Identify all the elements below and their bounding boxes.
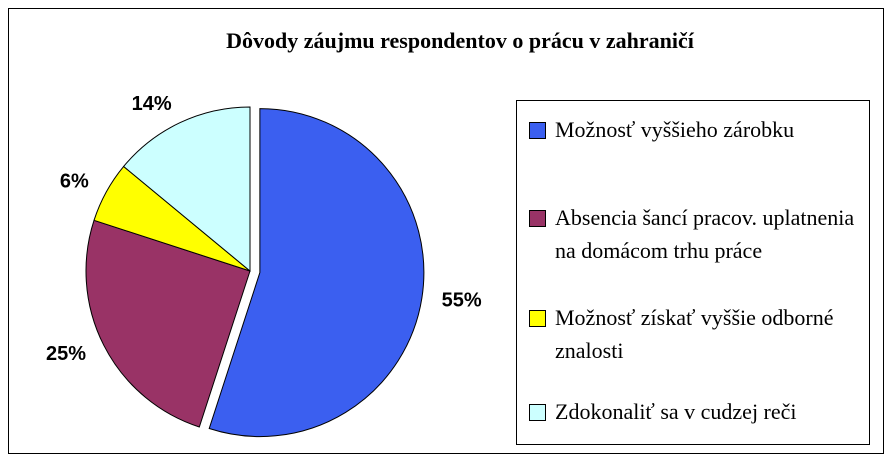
legend-swatch [529, 404, 546, 421]
chart-title: Dôvody záujmu respondentov o prácu v zah… [226, 28, 695, 53]
data-label: 14% [132, 93, 172, 115]
legend-item: Možnosť vyššieho zárobku [529, 113, 859, 146]
legend-label: Absencia šancí pracov. uplatnenia na dom… [555, 205, 855, 263]
legend-item: Absencia šancí pracov. uplatnenia na dom… [529, 201, 859, 267]
legend-swatch [529, 310, 546, 327]
data-label: 55% [442, 290, 482, 312]
pie-slice [122, 106, 251, 273]
data-label: 25% [46, 343, 86, 365]
legend-label: Možnosť získať vyššie odborné znalosti [555, 305, 834, 363]
legend-label: Zdokonaliť sa v cudzej reči [555, 399, 797, 424]
legend-swatch [529, 122, 546, 139]
legend-label: Možnosť vyššieho zárobku [555, 117, 795, 142]
legend-item: Zdokonaliť sa v cudzej reči [529, 395, 859, 428]
data-label: 6% [60, 171, 89, 193]
pie-slice [85, 219, 251, 428]
legend-swatch [529, 210, 546, 227]
pie-slice [208, 108, 425, 438]
legend: Možnosť vyššieho zárobku Absencia šancí p… [516, 100, 870, 445]
legend-item: Možnosť získať vyššie odborné znalosti [529, 301, 859, 367]
